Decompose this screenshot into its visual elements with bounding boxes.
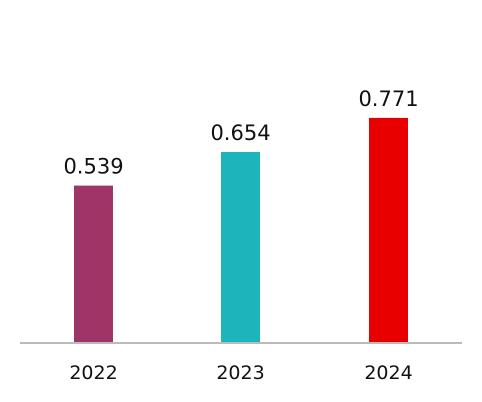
labels-group: 0.539 2022 0.654 2023 0.771 2024 [63,87,418,384]
bar-2023 [221,152,260,343]
value-label-2022: 0.539 [63,155,123,179]
category-label-2022: 2022 [69,362,117,384]
category-label-2023: 2023 [216,362,264,384]
bar-2022 [74,185,113,343]
bar-2024 [369,117,408,344]
value-label-2023: 0.654 [210,121,270,145]
value-label-2024: 0.771 [358,87,418,111]
bars-group [74,117,408,344]
category-label-2024: 2024 [364,362,412,384]
